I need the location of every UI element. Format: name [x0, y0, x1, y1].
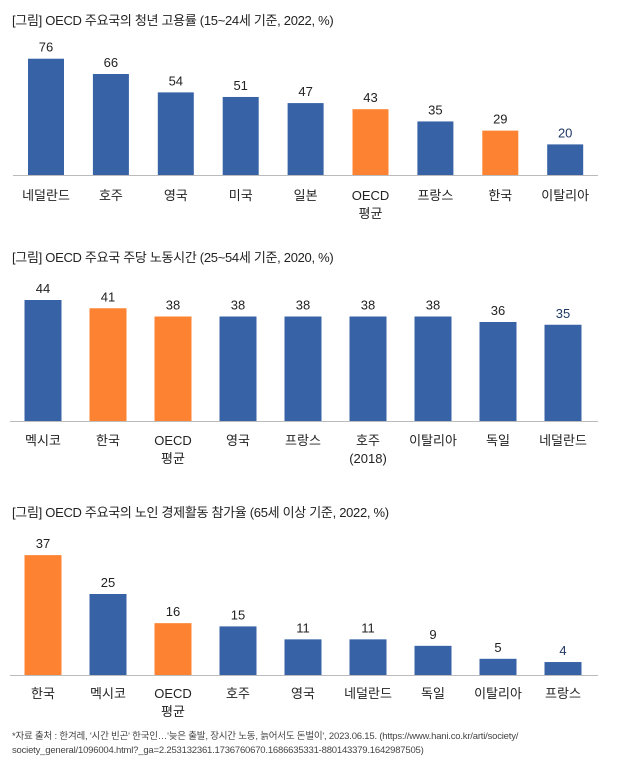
data-label: 9 [429, 627, 436, 642]
bar [284, 639, 322, 675]
data-label: 15 [231, 607, 245, 622]
bar [24, 300, 62, 421]
category-label: 호주 [99, 188, 123, 203]
category-label: 평균 [359, 206, 383, 221]
category-label: OECD [352, 188, 390, 203]
bar [284, 316, 322, 421]
category-label: 한국 [31, 686, 55, 701]
bar [479, 322, 517, 421]
category-label: OECD [154, 686, 192, 701]
data-label: 47 [298, 84, 312, 99]
data-label: 16 [166, 604, 180, 619]
bar [287, 103, 324, 175]
category-label: 평균 [161, 451, 185, 466]
category-label: 이탈리아 [541, 188, 589, 203]
bar [28, 58, 64, 175]
data-label: 37 [36, 536, 50, 551]
bar [89, 308, 127, 421]
bar [479, 658, 517, 675]
data-label: 35 [556, 306, 570, 321]
bar [154, 623, 192, 675]
chart-3-title: [그림] OECD 주요국의 노인 경제활동 참가율 (65세 이상 기준, 2… [12, 505, 389, 520]
category-label: 멕시코 [90, 686, 126, 701]
data-label: 44 [36, 281, 50, 296]
category-label: 한국 [96, 433, 120, 448]
data-label: 54 [169, 73, 183, 88]
data-label: 38 [166, 298, 180, 313]
source-line-1: *자료 출처 : 한겨레, '시간 빈곤' 한국인…'늦은 출발, 장시간 노동… [12, 731, 519, 742]
bar [154, 316, 192, 421]
bar [544, 662, 582, 675]
data-label: 11 [361, 620, 375, 635]
data-label: 20 [558, 125, 572, 140]
data-label: 5 [494, 640, 501, 655]
data-label: 29 [493, 112, 507, 127]
chart-2: 44 멕시코 41 한국 38 OECD 평균 38 영국 38 프랑스 38 호주 (2018) 38 이탈… [10, 281, 598, 466]
bar [547, 144, 584, 175]
bar [352, 109, 389, 175]
bar [219, 316, 257, 421]
bar [89, 594, 127, 675]
bar [157, 92, 194, 175]
category-label: 프랑스 [545, 686, 581, 701]
chart-3: 37 한국 25 멕시코 16 OECD 평균 15 호주 11 영국 11 네덜란드 9 독일 5 이탈리아 4… [10, 536, 598, 719]
data-label: 76 [39, 40, 53, 55]
data-label: 4 [559, 643, 566, 658]
category-label: 미국 [229, 188, 253, 203]
bar [417, 121, 454, 175]
bar [222, 96, 259, 175]
data-label: 66 [104, 55, 118, 70]
category-label: 프랑스 [417, 188, 453, 203]
category-label: 네덜란드 [22, 188, 70, 203]
category-label: 네덜란드 [539, 433, 587, 448]
category-label: 영국 [164, 188, 188, 203]
category-label: 독일 [421, 686, 445, 701]
category-label: 호주 [226, 686, 250, 701]
category-label: 멕시코 [25, 433, 61, 448]
data-label: 38 [361, 298, 375, 313]
bar [414, 316, 452, 421]
category-label: OECD [154, 433, 192, 448]
data-label: 51 [233, 78, 247, 93]
data-label: 36 [491, 303, 505, 318]
category-label: 이탈리아 [409, 433, 457, 448]
bar [219, 626, 257, 675]
category-label: 영국 [291, 686, 315, 701]
bar [24, 555, 62, 675]
source-note: *자료 출처 : 한겨레, '시간 빈곤' 한국인…'늦은 출발, 장시간 노동… [12, 730, 518, 758]
chart-1-title: [그림] OECD 주요국의 청년 고용률 (15~24세 기준, 2022, … [12, 13, 334, 28]
data-label: 35 [428, 102, 442, 117]
bar [349, 639, 387, 675]
data-label: 41 [101, 289, 115, 304]
bar [482, 130, 519, 175]
category-label: 이탈리아 [474, 686, 522, 701]
category-label: 평균 [161, 704, 185, 719]
category-label: 영국 [226, 433, 250, 448]
category-label: 네덜란드 [344, 686, 392, 701]
category-label: 프랑스 [285, 433, 321, 448]
bar [414, 645, 452, 675]
category-label: 한국 [488, 188, 512, 203]
category-label: 일본 [294, 188, 318, 203]
bar [349, 316, 387, 421]
bar [544, 324, 582, 421]
data-label: 38 [426, 298, 440, 313]
bar [92, 74, 129, 175]
data-label: 43 [363, 90, 377, 105]
chart-1: 76 네덜란드 66 호주 54 영국 51 미국 47 일본 43 OECD 평균 35 프랑스 29 한국 2… [13, 40, 598, 221]
chart-2-title: [그림] OECD 주요국 주당 노동시간 (25~54세 기준, 2020, … [12, 250, 334, 265]
data-label: 38 [231, 298, 245, 313]
category-label: 독일 [486, 433, 510, 448]
category-label: 호주 [356, 433, 380, 448]
data-label: 25 [101, 575, 115, 590]
data-label: 38 [296, 298, 310, 313]
source-line-2: society_general/1096004.html?_ga=2.25313… [12, 745, 424, 756]
data-label: 11 [296, 620, 310, 635]
category-label: (2018) [349, 451, 387, 466]
